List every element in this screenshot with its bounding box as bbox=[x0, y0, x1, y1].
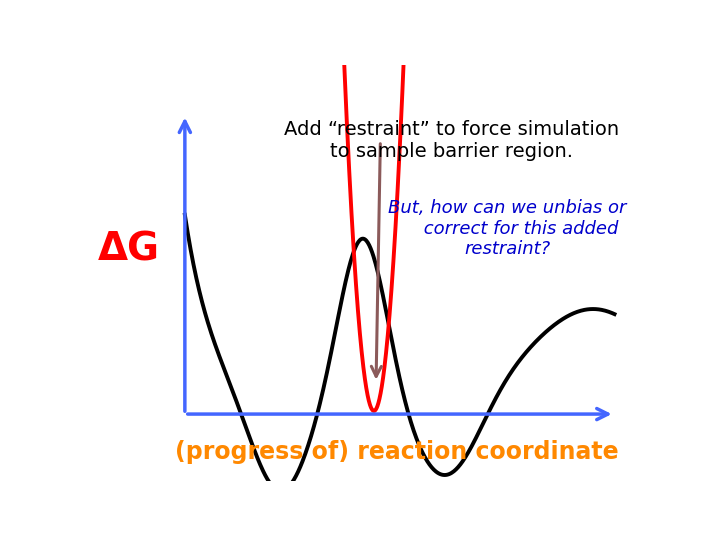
Text: ΔG: ΔG bbox=[98, 231, 160, 268]
Text: (progress of) reaction coordinate: (progress of) reaction coordinate bbox=[175, 440, 618, 464]
Text: Add “restraint” to force simulation
to sample barrier region.: Add “restraint” to force simulation to s… bbox=[284, 120, 618, 161]
Text: But, how can we unbias or
     correct for this added
restraint?: But, how can we unbias or correct for th… bbox=[388, 199, 626, 258]
